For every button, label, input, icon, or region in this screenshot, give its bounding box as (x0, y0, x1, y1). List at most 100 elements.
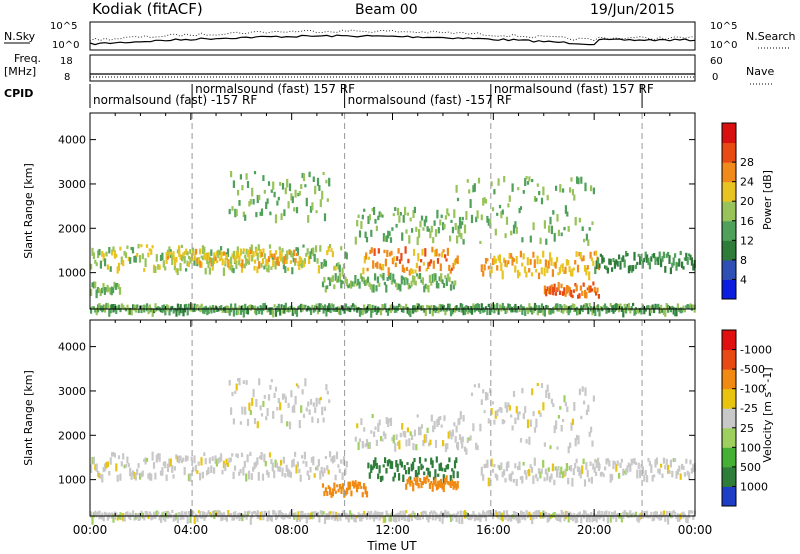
range-gate-cell (222, 460, 225, 469)
range-gate-cell (449, 308, 453, 317)
range-gate-cell (303, 451, 306, 460)
range-gate-cell (354, 275, 357, 284)
range-gate-cell (91, 515, 94, 525)
range-gate-cell (160, 514, 163, 523)
range-gate-cell (426, 427, 429, 433)
range-gate-cell (386, 249, 389, 258)
range-gate-cell (276, 256, 279, 266)
range-gate-cell (157, 511, 160, 515)
range-gate-cell (178, 307, 181, 316)
range-gate-cell (101, 250, 104, 257)
range-gate-cell (403, 513, 406, 521)
range-gate-cell (252, 251, 255, 258)
range-gate-cell (266, 408, 269, 416)
range-gate-cell (313, 473, 316, 478)
range-gate-cell (675, 307, 678, 317)
colorbar-tick-label: 25 (740, 422, 754, 435)
range-gate-cell (531, 307, 534, 315)
colorbar-tick-label: 4 (740, 273, 747, 286)
range-gate-cell (131, 470, 135, 476)
range-gate-cell (401, 232, 404, 241)
range-gate-cell (162, 304, 165, 312)
range-gate-cell (299, 263, 302, 267)
range-gate-cell (571, 303, 574, 308)
range-gate-cell (453, 422, 456, 427)
range-gate-cell (102, 515, 105, 522)
range-gate-cell (504, 233, 507, 239)
range-gate-cell (155, 510, 158, 517)
range-gate-cell (447, 511, 450, 516)
range-gate-cell (410, 280, 413, 287)
range-gate-cell (90, 288, 93, 296)
colorbar-frame (721, 329, 737, 507)
range-gate-cell (447, 303, 450, 309)
time-tick-label: 08:00 (274, 523, 309, 537)
range-gate-cell (316, 258, 319, 264)
range-gate-cell (211, 305, 214, 310)
range-gate-cell (327, 469, 330, 475)
range-gate-cell (412, 461, 415, 470)
range-gate-cell (430, 481, 433, 485)
range-gate-cell (544, 259, 547, 268)
range-gate-cell (585, 303, 588, 308)
range-gate-cell (678, 465, 681, 472)
range-gate-cell (554, 466, 557, 471)
range-gate-cell (294, 258, 297, 263)
cpid-segment-label: normalsound (fast) -157 RF (348, 93, 512, 107)
range-gate-cell (176, 455, 179, 463)
range-gate-cell (361, 214, 364, 220)
range-gate-cell (188, 256, 191, 260)
range-gate-cell (522, 461, 525, 466)
range-gate-cell (508, 515, 511, 520)
range-gate-cell (295, 383, 299, 387)
range-gate-cell (644, 510, 647, 518)
range-gate-cell (473, 513, 476, 522)
range-gate-cell (420, 511, 423, 517)
range-gate-cell (172, 514, 175, 522)
range-gate-cell (102, 252, 105, 262)
range-gate-cell (676, 262, 679, 267)
range-gate-cell (90, 511, 93, 518)
range-gate-cell (435, 483, 438, 491)
range-gate-cell (476, 210, 479, 219)
range-gate-cell (322, 306, 325, 314)
range-gate-cell (531, 515, 534, 525)
range-gate-cell (337, 488, 340, 493)
range-gate-cell (201, 245, 204, 255)
range-gate-cell (674, 253, 677, 258)
range-gate-cell (567, 515, 570, 523)
range-gate-cell (273, 304, 276, 308)
range-gate-cell (583, 238, 586, 243)
range-gate-cell (639, 513, 642, 521)
range-gate-cell (594, 458, 597, 463)
range-gate-cell (288, 183, 292, 192)
range-gate-cell (565, 285, 569, 294)
range-gate-cell (588, 302, 591, 307)
range-gate-cell (267, 181, 271, 186)
range-gate-cell (685, 305, 688, 309)
range-gate-cell (557, 466, 560, 471)
range-gate-cell (419, 305, 422, 310)
range-gate-cell (363, 427, 366, 432)
range-gate-cell (231, 265, 234, 273)
range-gate-cell (556, 446, 559, 450)
range-gate-cell (591, 221, 594, 226)
range-gate-cell (542, 186, 545, 196)
range-gate-cell (360, 308, 363, 315)
range-gate-cell (141, 470, 144, 477)
range-gate-cell (367, 462, 370, 469)
range-gate-cell (393, 306, 397, 313)
range-gate-cell (440, 273, 443, 282)
range-gate-cell (606, 514, 609, 524)
range-gate-cell (597, 257, 600, 264)
range-gate-cell (377, 423, 380, 432)
range-gate-cell (578, 511, 581, 516)
range-gate-cell (571, 515, 574, 522)
range-gate-cell (430, 457, 433, 465)
range-gate-cell (130, 308, 133, 316)
range-gate-cell (266, 515, 269, 522)
range-gate-cell (269, 307, 272, 315)
range-gate-cell (444, 307, 447, 316)
range-gate-cell (522, 511, 525, 519)
range-gate-cell (178, 455, 181, 464)
